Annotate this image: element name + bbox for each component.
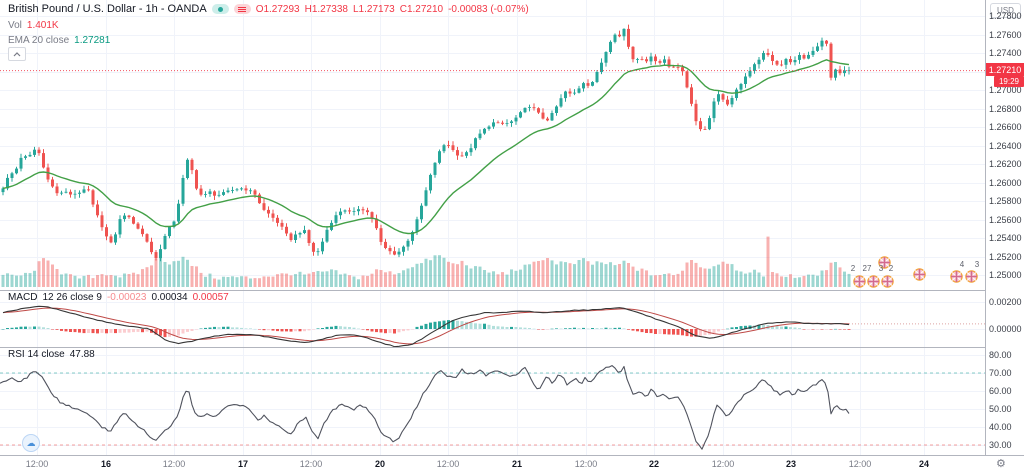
economic-event-flag-icon[interactable] — [949, 269, 963, 283]
economic-event-flag-icon[interactable] — [880, 274, 894, 288]
chart-canvas[interactable] — [0, 0, 985, 455]
time-axis-label: 12:00 — [25, 459, 49, 469]
time-axis-label: 20 — [374, 459, 386, 469]
price-axis-label: 1.26200 — [989, 159, 1022, 169]
currency-button[interactable]: USD — [990, 3, 1021, 18]
symbol-title[interactable]: British Pound / U.S. Dollar - 1h - OANDA — [8, 3, 207, 15]
time-axis-label: 24 — [918, 459, 930, 469]
price-axis-label: 1.26000 — [989, 178, 1022, 188]
macd-axis-label: 0.00000 — [989, 324, 1022, 334]
rsi-axis-label: 30.00 — [989, 440, 1012, 450]
economic-event-count: 2 — [850, 264, 856, 273]
price-axis-separator — [985, 0, 986, 455]
price-axis-label: 1.27600 — [989, 30, 1022, 40]
rsi-plot — [0, 365, 985, 450]
gear-icon[interactable]: ⚙ — [996, 458, 1006, 470]
price-axis-label: 1.25600 — [989, 215, 1022, 225]
rsi-axis-label: 40.00 — [989, 422, 1012, 432]
last-price-badge: 1.27210 — [986, 63, 1024, 76]
macd-histogram — [1, 320, 851, 338]
ohlc-high: H1.27338 — [304, 3, 348, 15]
rsi-axis-label: 80.00 — [989, 350, 1012, 360]
price-axis-label: 1.27800 — [989, 11, 1022, 21]
volume-legend: Vol 1.401K — [8, 20, 59, 31]
ema-legend: EMA 20 close 1.27281 — [8, 35, 110, 46]
ohlc-change: -0.00083 (-0.07%) — [448, 3, 529, 15]
economic-event-flag-icon[interactable] — [866, 274, 880, 288]
ohlc-open: O1.27293 — [255, 3, 300, 15]
time-axis-label: 12:00 — [436, 459, 460, 469]
macd-lines — [2, 305, 985, 348]
time-axis[interactable]: ⚙ 12:00 16 12:00 17 12:00 20 12:00 21 12:00 22 12:… — [0, 456, 1024, 472]
macd-label[interactable]: MACD — [8, 292, 38, 303]
time-axis-label: 12:00 — [574, 459, 598, 469]
economic-event-count: 3 — [878, 264, 884, 273]
visibility-toggle-icon[interactable] — [211, 4, 229, 14]
cloud-event-icon[interactable]: ☁ — [22, 434, 40, 452]
bar-countdown: 19:29 — [994, 76, 1024, 87]
time-axis-label: 21 — [511, 459, 523, 469]
time-axis-label: 17 — [237, 459, 249, 469]
candles — [1, 24, 851, 262]
macd-hist-value: -0.00023 — [106, 292, 147, 303]
macd-params: 12 26 close 9 — [42, 292, 102, 303]
rsi-value: 47.88 — [69, 349, 95, 360]
price-axis-label: 1.27400 — [989, 48, 1022, 58]
collapse-legend-button[interactable] — [8, 47, 26, 61]
time-axis-separator — [0, 455, 1024, 456]
ohlc-low: L1.27173 — [353, 3, 395, 15]
price-axis-label: 1.26400 — [989, 141, 1022, 151]
volume-label[interactable]: Vol — [8, 20, 22, 31]
macd-legend: MACD 12 26 close 9 -0.00023 0.00034 0.00… — [8, 292, 229, 303]
time-axis-label: 12:00 — [711, 459, 735, 469]
price-axis-label: 1.25400 — [989, 233, 1022, 243]
time-axis-label: 12:00 — [299, 459, 323, 469]
price-axis-label: 1.27000 — [989, 85, 1022, 95]
macd-signal-value: 0.00057 — [192, 292, 229, 303]
symbol-legend: British Pound / U.S. Dollar - 1h - OANDA… — [8, 3, 529, 15]
ema-line — [2, 59, 850, 235]
price-axis-label: 1.26800 — [989, 104, 1022, 114]
economic-event-count: 27 — [862, 264, 872, 273]
volume-value: 1.401K — [26, 20, 59, 31]
price-axis-label: 1.25200 — [989, 252, 1022, 262]
macd-axis-label: 0.00200 — [989, 297, 1022, 307]
ohlc-close: C1.27210 — [399, 3, 444, 15]
ema-label[interactable]: EMA 20 close — [8, 35, 70, 46]
economic-event-flag-icon[interactable] — [964, 269, 978, 283]
price-axis-label: 1.25800 — [989, 196, 1022, 206]
rsi-axis-label: 50.00 — [989, 404, 1012, 414]
time-axis-label: 16 — [100, 459, 112, 469]
price-axis-label: 1.26600 — [989, 122, 1022, 132]
volume-bars — [1, 236, 851, 287]
economic-event-flag-icon[interactable] — [912, 267, 926, 281]
time-axis-label: 22 — [648, 459, 660, 469]
price-axis[interactable]: USD 1.27210 19:29 1.27800 1.27600 1.27400 1… — [986, 0, 1024, 455]
details-toggle-icon[interactable] — [233, 4, 251, 14]
ema-value: 1.27281 — [74, 35, 111, 46]
economic-event-count: 3 — [974, 260, 980, 269]
pane-separator-macd-rsi[interactable] — [0, 347, 1024, 348]
economic-event-flag-icon[interactable] — [852, 274, 866, 288]
macd-line-value: 0.00034 — [151, 292, 188, 303]
time-axis-label: 12:00 — [162, 459, 186, 469]
gridlines — [0, 0, 985, 455]
rsi-axis-label: 60.00 — [989, 386, 1012, 396]
rsi-axis-label: 70.00 — [989, 368, 1012, 378]
economic-event-count: 2 — [888, 264, 894, 273]
time-axis-label: 12:00 — [848, 459, 872, 469]
price-axis-label: 1.25000 — [989, 270, 1022, 280]
rsi-label[interactable]: RSI 14 close — [8, 349, 65, 360]
pane-separator-main-macd[interactable] — [0, 290, 1024, 291]
economic-event-flag-icon[interactable] — [877, 255, 891, 269]
time-axis-label: 23 — [785, 459, 797, 469]
rsi-legend: RSI 14 close 47.88 — [8, 349, 95, 360]
chevron-up-icon — [13, 51, 21, 56]
economic-event-count: 4 — [959, 260, 965, 269]
